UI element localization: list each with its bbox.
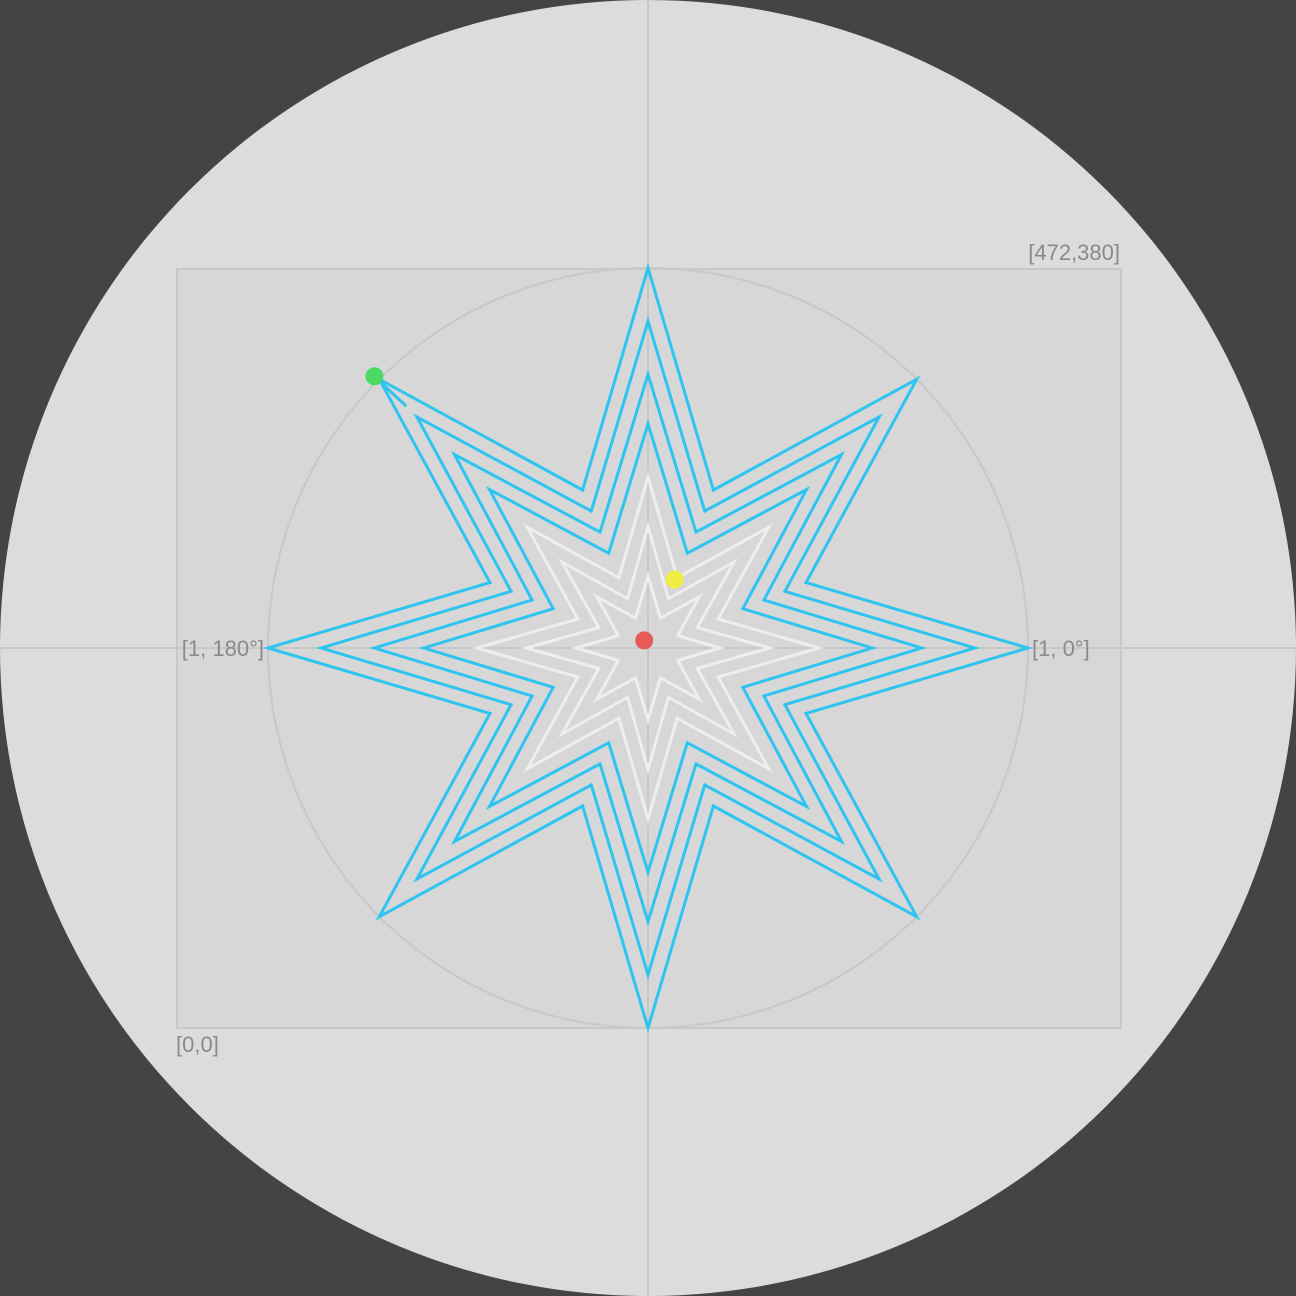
star-layers — [262, 262, 1034, 1034]
inner-star-layer-4 — [471, 471, 825, 825]
inner-star-layer-6 — [570, 570, 726, 726]
outer-star-layer-2 — [369, 369, 927, 927]
green-marker[interactable] — [365, 367, 384, 386]
marker-layer — [365, 367, 684, 650]
inner-star-layer-5 — [520, 520, 776, 776]
outer-star-layer-0 — [262, 262, 1034, 1034]
zero-degree-label: [1, 0°] — [1032, 636, 1090, 661]
top-right-corner-label: [472,380] — [1028, 240, 1120, 265]
red-marker[interactable] — [635, 631, 654, 650]
outer-star-layer-3 — [418, 418, 878, 878]
outer-star-layer-1 — [315, 315, 981, 981]
yellow-marker[interactable] — [665, 570, 684, 589]
bottom-left-corner-label: [0,0] — [176, 1032, 219, 1057]
one-eighty-degree-label: [1, 180°] — [182, 636, 264, 661]
